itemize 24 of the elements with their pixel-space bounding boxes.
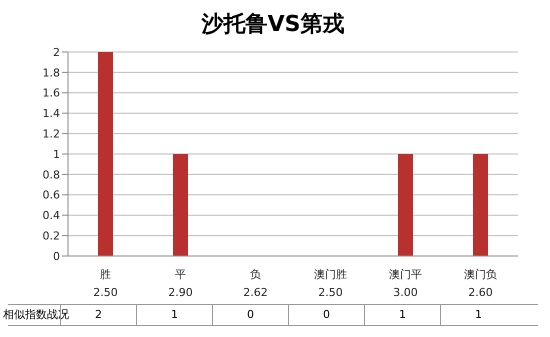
data-label: 2 <box>95 308 102 321</box>
data-label: 1 <box>136 305 212 325</box>
y-tick-label: 0.4 <box>42 209 60 222</box>
chart-title: 沙托鲁VS第戎 <box>200 11 346 39</box>
y-tick-label: 1.2 <box>42 128 60 141</box>
y-tick-label: 1.4 <box>42 107 60 120</box>
x-tick-label: 负 2.62 <box>243 268 268 299</box>
y-tick-label: 0.2 <box>42 230 60 243</box>
y-tick-label: 1.8 <box>42 66 60 80</box>
data-label: 1 <box>364 305 440 325</box>
y-tick-label: 0.8 <box>42 168 60 182</box>
y-tick-label: 1.6 <box>42 86 60 100</box>
data-label: 0 <box>288 305 364 325</box>
x-tick-label: 澳门胜 2.50 <box>314 268 347 299</box>
y-tick-label: 1 <box>53 148 60 161</box>
x-tick-label: 平 2.90 <box>168 268 193 299</box>
y-tick-label: 2 <box>53 46 60 59</box>
x-tick-label: 澳门负 2.60 <box>464 268 497 299</box>
data-label: 1 <box>440 305 516 325</box>
y-tick-label: 0.6 <box>42 188 60 202</box>
data-label: 0 <box>212 305 288 325</box>
x-tick-label: 澳门平 3.00 <box>389 268 422 299</box>
y-tick-label: 0 <box>53 250 60 263</box>
x-tick-label: 胜 2.50 <box>93 268 118 299</box>
